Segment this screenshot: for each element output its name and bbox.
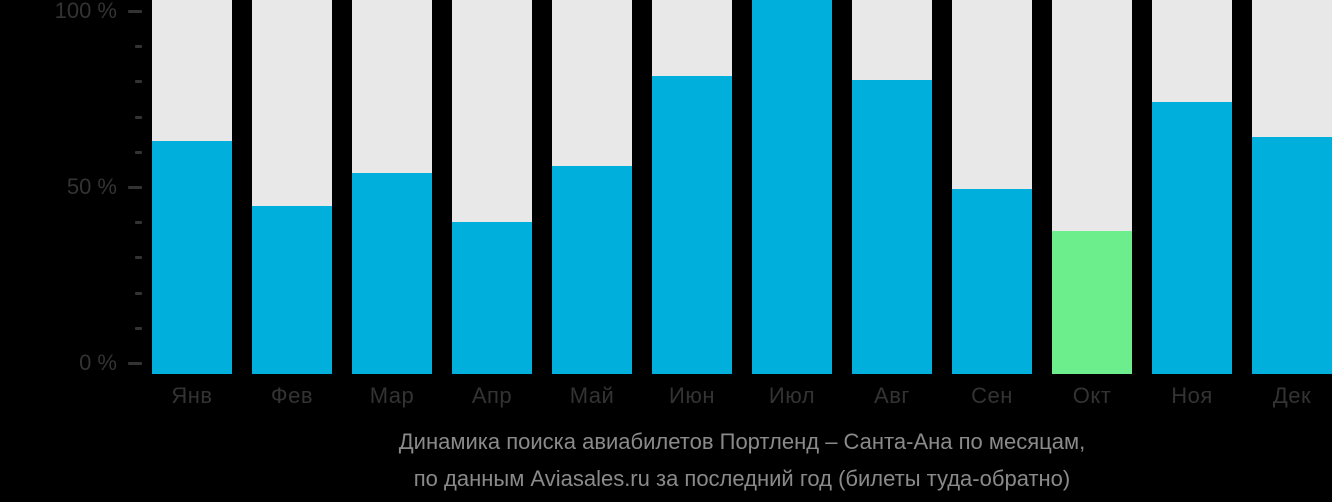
y-axis-label: 50 % [66, 174, 117, 199]
y-axis-tick [135, 326, 142, 330]
y-axis-tick [135, 256, 142, 260]
bar-column: Июн [652, 0, 732, 408]
x-axis-label: Май [569, 383, 615, 408]
chart-bar [352, 173, 432, 374]
chart-bar [652, 76, 732, 374]
x-axis-label: Дек [1272, 383, 1312, 408]
x-axis-label: Ноя [1171, 383, 1213, 408]
x-axis-label: Апр [471, 383, 513, 408]
bar-column: Фев [252, 0, 332, 408]
bar-column: Апр [452, 0, 532, 408]
bar-column: Май [552, 0, 632, 408]
x-axis-label: Июл [768, 383, 816, 408]
y-axis-tick [135, 115, 142, 119]
chart-bar [852, 80, 932, 374]
y-axis-tick [128, 10, 142, 13]
chart-bar [1252, 137, 1332, 374]
y-axis-tick [135, 291, 142, 295]
y-axis-tick [135, 45, 142, 49]
chart-bar [952, 189, 1032, 374]
chart-bar [1152, 102, 1232, 374]
y-axis-label: 0 % [79, 350, 117, 375]
y-axis-tick [135, 150, 142, 154]
x-axis-label: Авг [874, 383, 910, 408]
x-axis-label: Мар [369, 383, 415, 408]
x-axis-label: Янв [171, 383, 213, 408]
chart-bar [552, 166, 632, 374]
chart-bar [1052, 231, 1132, 374]
plot-area: Янв Фев Мар Апр Май Июн Июл Авг Сен Окт Ноя Дек [152, 0, 1332, 408]
y-axis-tick [128, 362, 142, 365]
bar-column: Дек [1252, 0, 1332, 408]
chart-title: Динамика поиска авиабилетов Портленд – С… [398, 429, 1086, 454]
chart-caption: Динамика поиска авиабилетов Портленд – С… [152, 423, 1332, 497]
chart-subtitle: по данным Aviasales.ru за последний год … [413, 466, 1071, 491]
bar-column: Июл [752, 0, 832, 408]
y-axis-label: 100 % [54, 0, 117, 23]
x-axis-label: Фев [270, 383, 314, 408]
bar-column: Окт [1052, 0, 1132, 408]
chart-bar [752, 0, 832, 374]
x-axis-label: Июн [669, 383, 715, 408]
bar-column: Мар [352, 0, 432, 408]
chart-bar [252, 206, 332, 374]
bar-column: Авг [852, 0, 932, 408]
y-axis-tick [128, 186, 142, 189]
y-axis-tick [135, 221, 142, 225]
x-axis-label: Окт [1072, 383, 1112, 408]
chart-bar [452, 222, 532, 374]
chart-bar [152, 141, 232, 374]
bar-column: Ноя [1152, 0, 1232, 408]
y-axis-tick [135, 80, 142, 84]
x-axis-label: Сен [971, 383, 1013, 408]
bar-column: Янв [152, 0, 232, 408]
bar-column: Сен [952, 0, 1032, 408]
